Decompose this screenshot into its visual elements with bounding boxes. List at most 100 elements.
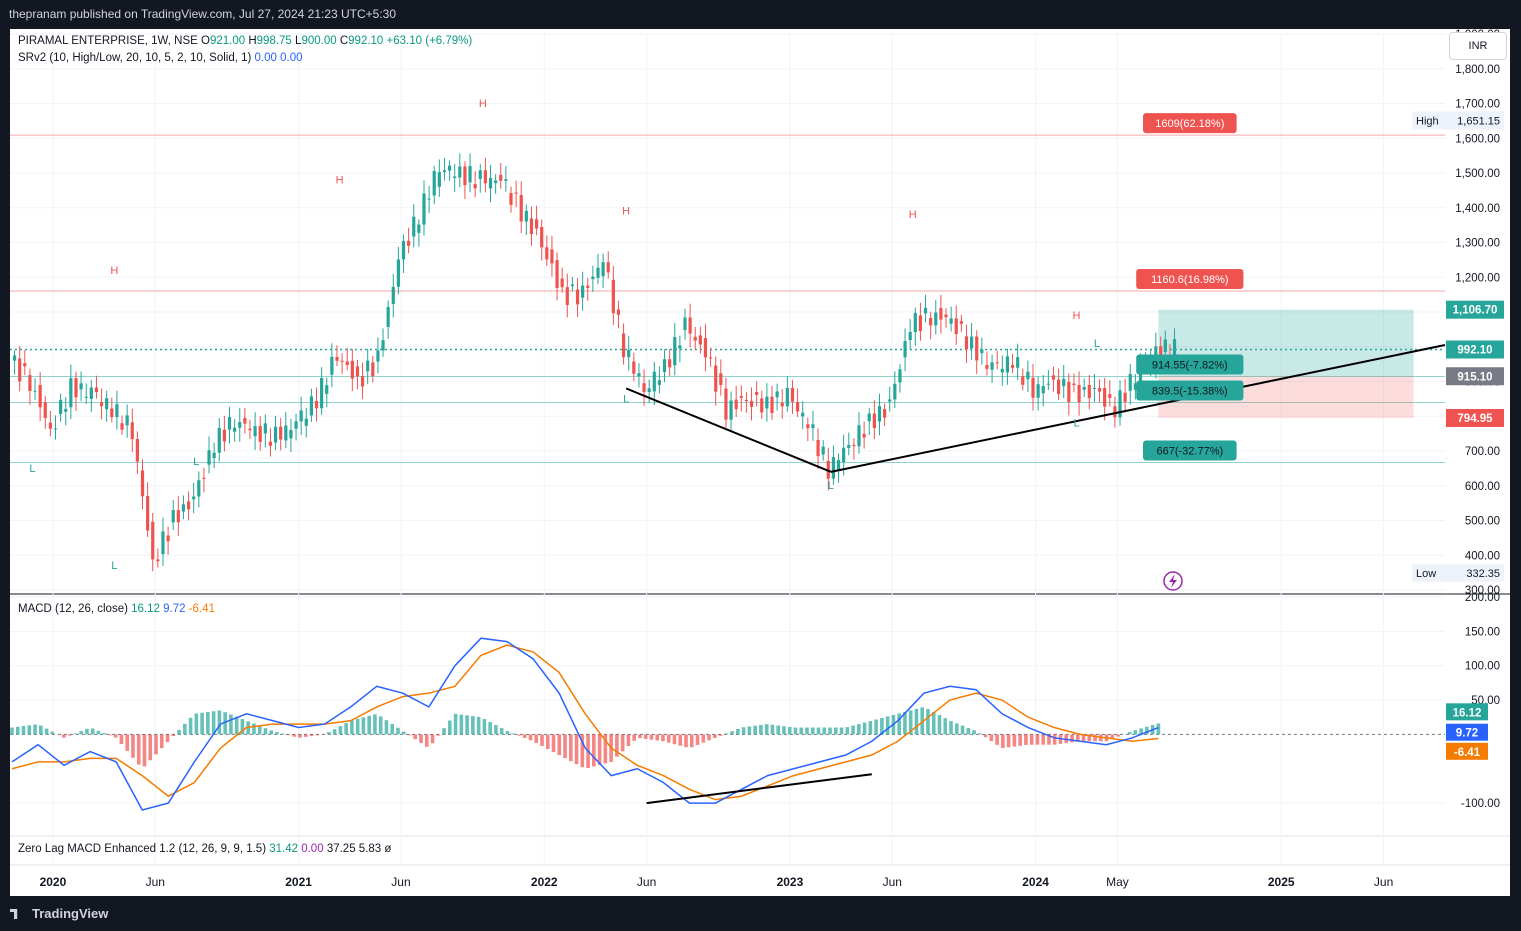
macd-histogram-bar	[15, 726, 20, 735]
candle-body	[1108, 394, 1112, 398]
candle-body	[862, 433, 866, 438]
brand-text: TradingView	[32, 906, 109, 921]
candle-body	[376, 350, 380, 362]
candle-body	[59, 399, 63, 415]
candle-body	[1031, 377, 1035, 398]
macd-histogram-bar	[505, 731, 510, 735]
macd-histogram-bar	[522, 734, 527, 738]
candle-body	[48, 422, 52, 429]
macd-histogram-bar	[102, 733, 106, 735]
macd-histogram-bar	[972, 730, 976, 735]
macd-histogram-bar	[223, 712, 227, 735]
candle-body	[447, 165, 452, 171]
publish-header: thepranam published on TradingView.com, …	[0, 0, 1521, 29]
macd-histogram-bar	[1047, 734, 1051, 745]
macd-histogram-bar	[1001, 734, 1005, 749]
candle-body	[478, 170, 482, 179]
candle-body	[217, 427, 221, 453]
macd-histogram-bar	[736, 728, 740, 735]
macd-histogram-bar	[159, 734, 164, 749]
y-tick-label: 1,600.00	[1455, 133, 1500, 145]
candle-body	[708, 357, 713, 359]
macd-histogram-bar	[338, 726, 343, 735]
macd-histogram-bar	[1133, 730, 1138, 735]
candle-body	[795, 402, 800, 412]
open-label: O	[201, 35, 210, 47]
macd-y-tick-label: 100.00	[1465, 661, 1500, 673]
macd-histogram-bar	[782, 726, 786, 735]
macd-histogram-bar	[373, 714, 377, 735]
macd-histogram-bar	[465, 715, 469, 735]
candle-body	[105, 398, 109, 410]
x-tick-label: Jun	[883, 875, 902, 889]
macd-histogram-bar	[672, 734, 677, 745]
macd-histogram-bar	[257, 725, 262, 735]
macd-histogram-bar	[280, 733, 285, 735]
candle-body	[488, 177, 493, 189]
candle-body	[268, 441, 273, 446]
candle-body	[309, 396, 313, 416]
pivot-high-marker: H	[479, 98, 487, 110]
level-callout-text: 1609(62.18%)	[1155, 118, 1224, 130]
macd-histogram-bar	[787, 727, 792, 735]
candle-body	[893, 383, 897, 400]
macd-histogram-bar	[966, 727, 971, 735]
macd-histogram-bar	[908, 710, 913, 735]
candle-body	[222, 429, 226, 442]
macd-histogram-bar	[367, 715, 371, 735]
macd-histogram-bar	[10, 727, 14, 735]
low-tag-label: Low	[1416, 568, 1436, 580]
candle-body	[867, 413, 871, 422]
macd-histogram-bar	[44, 728, 49, 735]
candle-body	[135, 438, 139, 462]
candle-body	[161, 531, 165, 555]
candle-body	[166, 535, 170, 542]
candle-body	[1133, 383, 1137, 390]
macd-histogram-bar	[419, 734, 423, 743]
candle-body	[1036, 384, 1040, 398]
candle-body	[652, 371, 656, 392]
macd-histogram-bar	[96, 730, 101, 735]
publish-text: thepranam published on TradingView.com, …	[9, 7, 397, 21]
candle-body	[1077, 385, 1081, 403]
candle-body	[964, 336, 969, 350]
macd-histogram-bar	[753, 725, 757, 735]
macd-histogram-bar	[309, 734, 314, 737]
candle-body	[1026, 371, 1030, 380]
candle-body	[140, 470, 145, 497]
candle-body	[238, 422, 242, 428]
candle-body	[765, 396, 769, 409]
candle-body	[637, 373, 641, 377]
candle-body	[473, 184, 477, 189]
symbol-legend: PIRAMAL ENTERPRISE, 1W, NSE O921.00 H998…	[18, 35, 472, 47]
macd-histogram-bar	[678, 734, 683, 746]
macd-histogram-bar	[154, 734, 158, 755]
macd-histogram-bar	[551, 734, 556, 753]
macd-histogram-bar	[983, 734, 988, 738]
y-tick-label: 1,500.00	[1455, 168, 1500, 180]
x-tick-label: 2022	[531, 875, 558, 889]
macd-histogram-bar	[286, 734, 291, 736]
high-label: H	[248, 35, 257, 47]
change-value: +63.10 (+6.79%)	[386, 35, 473, 47]
macd-histogram-bar	[868, 721, 873, 735]
candle-body	[69, 378, 73, 408]
candle-body	[565, 287, 569, 306]
candle-body	[611, 279, 615, 314]
candle-body	[1172, 339, 1177, 357]
macd-histogram-bar	[183, 723, 187, 735]
macd-histogram-bar	[557, 734, 562, 756]
macd-y-tick-label: 200.00	[1465, 592, 1500, 604]
candle-body	[504, 179, 508, 181]
x-tick-label: Jun	[1374, 875, 1393, 889]
currency-button[interactable]: INR	[1449, 32, 1507, 60]
candle-body	[509, 192, 513, 205]
macd-histogram-bar	[914, 708, 919, 735]
candle-body	[1092, 387, 1097, 389]
zl-value-1: 31.42	[269, 843, 299, 855]
candle-body	[632, 361, 636, 374]
macd-histogram-bar	[1029, 734, 1034, 745]
x-tick-label: 2023	[777, 875, 804, 889]
macd-histogram-bar	[332, 729, 337, 735]
